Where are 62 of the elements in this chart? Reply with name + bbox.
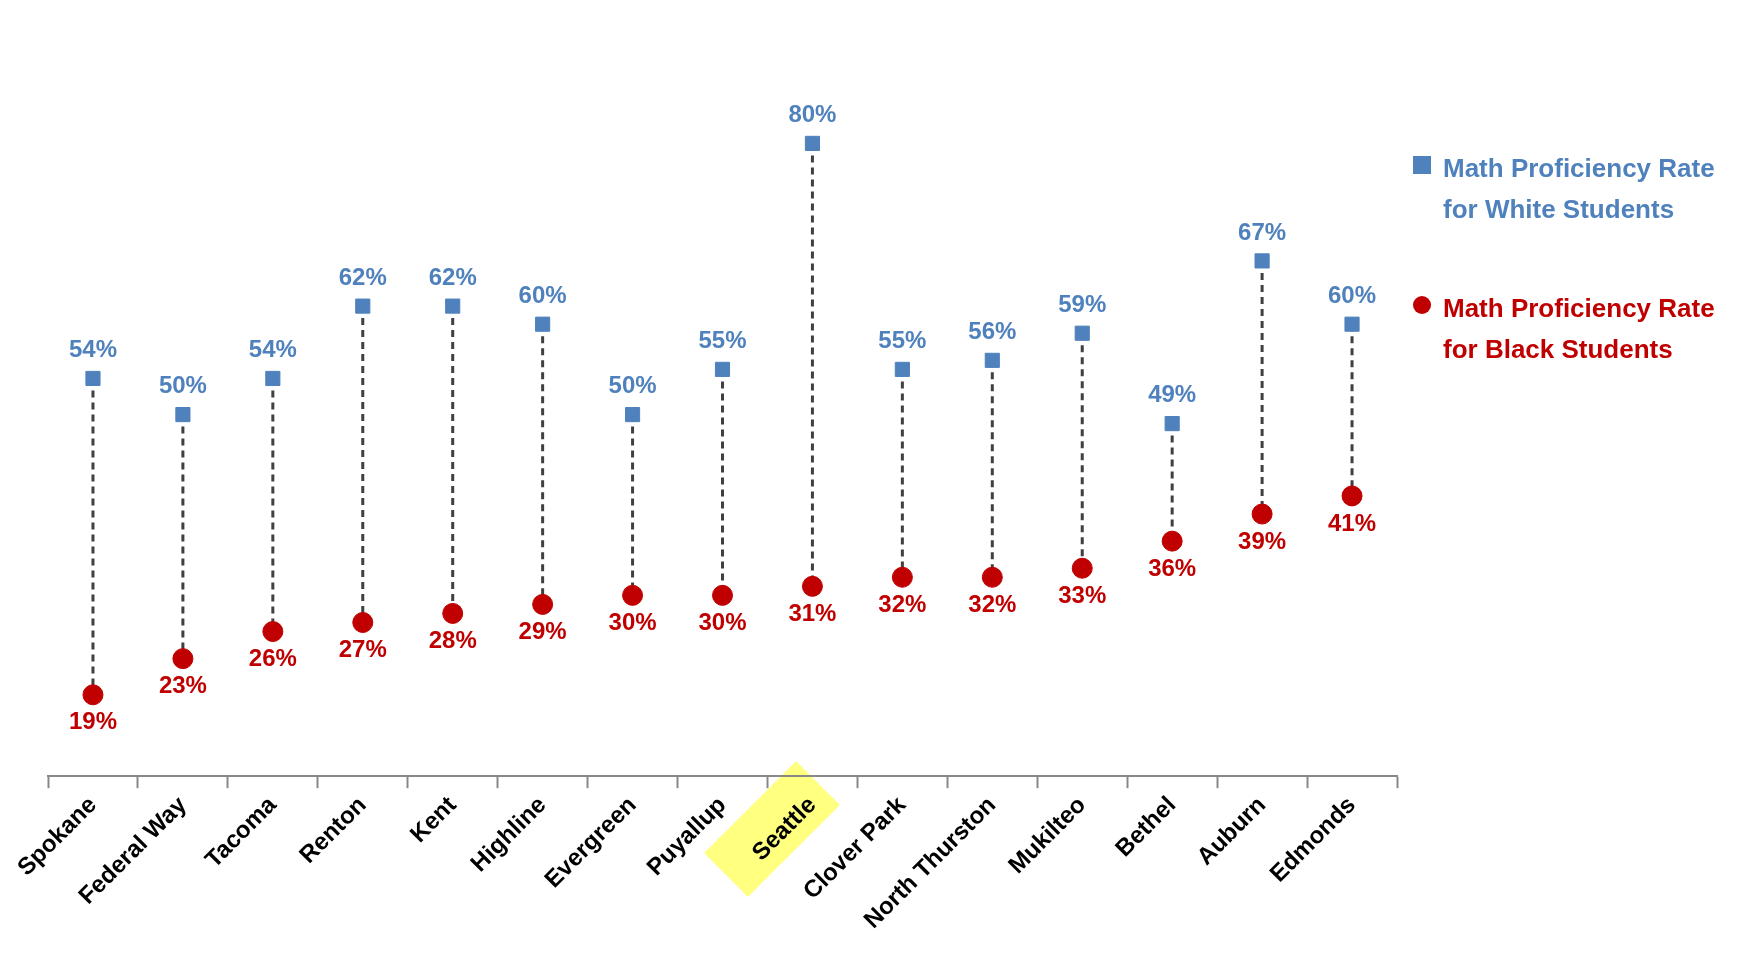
point: [85, 370, 101, 386]
point: [1254, 253, 1270, 269]
legend-label: Math Proficiency Rate for Black Students: [1443, 292, 1716, 366]
data-label: 41%: [1328, 508, 1377, 536]
point: [172, 648, 194, 670]
point: [262, 621, 284, 643]
point: [1071, 557, 1093, 579]
data-label: 29%: [518, 617, 567, 645]
point: [1074, 325, 1090, 341]
point: [1164, 416, 1180, 432]
point: [82, 684, 104, 706]
point: [445, 298, 461, 314]
point: [1161, 530, 1183, 552]
point: [894, 361, 910, 377]
data-label: 50%: [158, 371, 207, 399]
point: [1344, 316, 1360, 332]
data-label: 31%: [788, 598, 837, 626]
point: [532, 593, 554, 615]
data-label: 32%: [968, 589, 1017, 617]
data-label: 55%: [698, 326, 747, 353]
data-label: 26%: [248, 644, 297, 672]
data-label: 55%: [878, 326, 927, 353]
point: [1341, 485, 1363, 507]
data-label: 23%: [158, 671, 207, 699]
data-label: 60%: [1328, 280, 1377, 308]
data-label: 19%: [68, 707, 117, 735]
data-label: 49%: [1148, 380, 1197, 408]
point: [265, 370, 281, 386]
point: [801, 575, 823, 597]
data-label: 62%: [338, 262, 387, 290]
point: [1251, 503, 1273, 525]
data-label: 50%: [608, 371, 657, 399]
point: [712, 584, 733, 606]
point: [535, 316, 551, 332]
point: [891, 566, 913, 588]
point: [714, 361, 731, 377]
point: [984, 352, 1000, 368]
point: [981, 566, 1003, 588]
data-label: 54%: [248, 335, 297, 363]
point: [622, 584, 644, 606]
data-label: 27%: [338, 635, 387, 663]
data-label: 32%: [878, 589, 927, 617]
data-label: 59%: [1058, 289, 1107, 317]
data-label: 67%: [1238, 217, 1287, 245]
data-label: 28%: [428, 626, 477, 654]
data-label: 30%: [608, 607, 657, 635]
point: [355, 298, 371, 314]
data-label: 62%: [428, 262, 477, 290]
data-label: 54%: [68, 335, 117, 363]
point: [352, 611, 374, 633]
point: [804, 135, 820, 151]
point: [625, 407, 641, 423]
legend-label: Math Proficiency Rate for White Students: [1443, 152, 1716, 226]
data-label: 39%: [1238, 526, 1287, 554]
point: [442, 602, 464, 624]
data-label: 80%: [788, 100, 837, 128]
data-label: 56%: [968, 316, 1017, 344]
data-label: 36%: [1148, 553, 1197, 581]
data-label: 33%: [1058, 580, 1107, 608]
data-label: 30%: [698, 607, 747, 635]
point: [175, 407, 191, 423]
data-label: 60%: [518, 280, 567, 308]
